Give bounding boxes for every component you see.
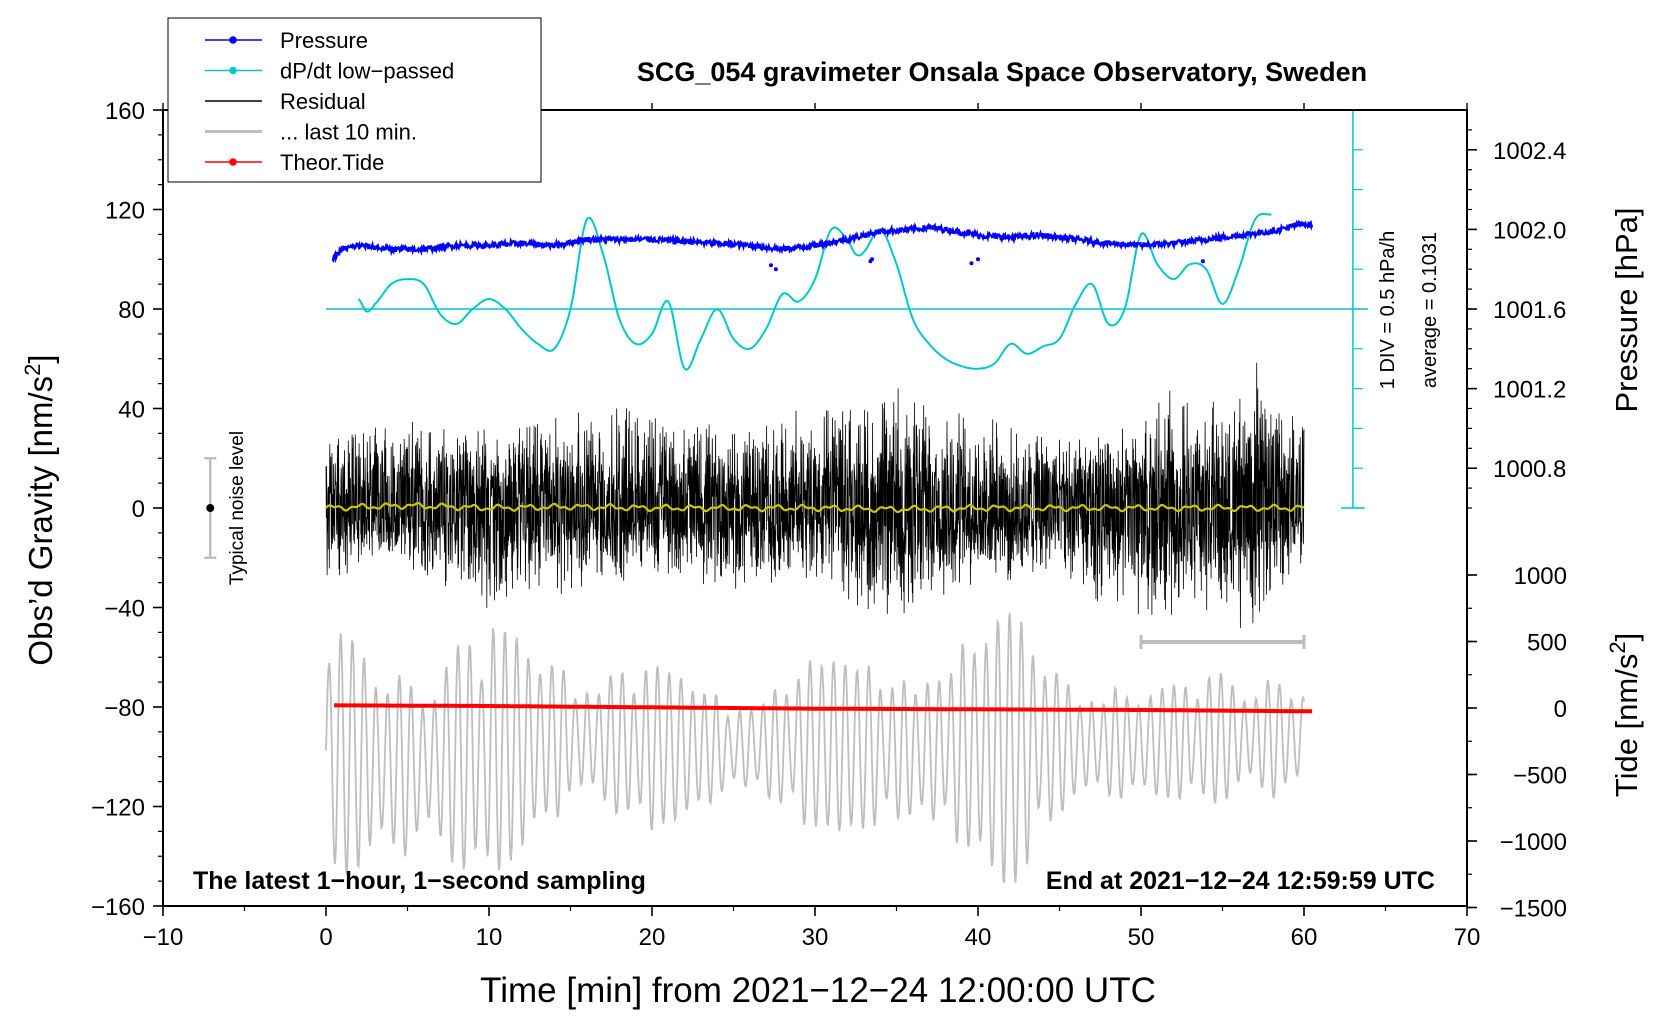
x-tick-label: 0: [319, 924, 332, 951]
dpdt-line: [357, 212, 1272, 371]
pressure-layer: [331, 219, 1314, 272]
y-left-tick-label: −160: [91, 894, 145, 921]
y-axis-label-left: Obs’d Gravity [nm/s2]: [20, 354, 59, 665]
y-left-tick-label: 160: [105, 98, 145, 125]
y-tide-tick-label: 1000: [1514, 563, 1567, 590]
y-tide-tick-label: −500: [1513, 763, 1567, 790]
dpdt-scale-label: 1 DIV = 0.5 hPa/h: [1377, 231, 1399, 389]
legend-marker: [229, 158, 237, 166]
last-10-min-layer: [325, 612, 1305, 884]
y-tide-tick-label: 0: [1554, 696, 1567, 723]
tide-layer: [334, 703, 1313, 714]
legend-label: ... last 10 min.: [280, 120, 417, 145]
x-axis-label: Time [min] from 2021−12−24 12:00:00 UTC: [480, 971, 1156, 1010]
sampling-note: The latest 1−hour, 1−second sampling: [193, 867, 646, 895]
x-tick-label: 30: [802, 924, 829, 951]
dpdt-average-label: average = 0.1031: [1419, 232, 1441, 388]
x-tick-label: 70: [1454, 924, 1481, 951]
y-tide-tick-label: 500: [1527, 630, 1567, 657]
residual-smoothed-line: [325, 502, 1305, 514]
noise-level-dot: [206, 504, 215, 512]
pressure-point: [870, 257, 875, 262]
legend-label: Pressure: [280, 28, 368, 53]
noise-level-label: Typical noise level: [227, 431, 248, 585]
pressure-point: [1200, 259, 1205, 264]
end-time-note: End at 2021−12−24 12:59:59 UTC: [1046, 867, 1435, 895]
axes-layer: −10 0 10 20 30 40 50 60 70 160 120 80 40 0 −40 −80 −120 −…: [91, 98, 1567, 951]
y-left-tick-label: −120: [91, 795, 145, 822]
residual-layer: [325, 362, 1305, 628]
y-pressure-tick-label: 1001.6: [1493, 297, 1566, 324]
y-left-tick-label: −80: [104, 695, 145, 722]
legend-label: dP/dt low−passed: [280, 59, 454, 84]
legend-marker: [229, 66, 237, 75]
pressure-point: [773, 267, 778, 272]
legend: Pressure dP/dt low−passed Residual ... last…: [167, 17, 542, 183]
legend-label: Residual: [280, 89, 366, 114]
legend-marker: [229, 36, 237, 44]
y-left-tick-label: 120: [105, 198, 145, 225]
y-pressure-tick-label: 1002.0: [1493, 217, 1566, 244]
chart-title: SCG_054 gravimeter Onsala Space Observat…: [637, 57, 1367, 87]
last-10-min-line: [325, 612, 1305, 884]
y-axis-label-pressure: Pressure [hPa]: [1609, 207, 1644, 412]
x-tick-label: 50: [1128, 924, 1155, 951]
y-left-tick-label: −40: [104, 596, 145, 623]
y-left-tick-label: 0: [132, 496, 145, 523]
x-tick-label: 10: [476, 924, 503, 951]
x-tick-label: 20: [639, 924, 666, 951]
y-left-tick-label: 80: [118, 297, 145, 324]
y-tide-tick-label: −1500: [1500, 896, 1567, 923]
legend-box: [167, 17, 542, 183]
x-tick-label: 60: [1291, 924, 1318, 951]
y-tide-tick-label: −1000: [1500, 829, 1567, 856]
pressure-point: [976, 257, 980, 262]
pressure-point: [768, 263, 773, 268]
x-tick-label: −10: [143, 924, 184, 951]
residual-smoothed-layer: [325, 502, 1305, 514]
legend-label: Theor.Tide: [280, 150, 384, 175]
tide-line: [334, 703, 1313, 714]
dpdt-layer: [326, 109, 1368, 509]
pressure-point: [969, 261, 974, 266]
y-pressure-tick-label: 1002.4: [1493, 138, 1566, 165]
y-pressure-tick-label: 1001.2: [1493, 377, 1566, 404]
y-pressure-tick-label: 1000.8: [1493, 456, 1566, 483]
y-left-tick-label: 40: [118, 397, 145, 424]
residual-line: [325, 362, 1305, 628]
x-tick-label: 40: [965, 924, 992, 951]
pressure-line: [331, 219, 1314, 264]
y-axis-label-tide: Tide [nm/s2]: [1605, 633, 1644, 797]
